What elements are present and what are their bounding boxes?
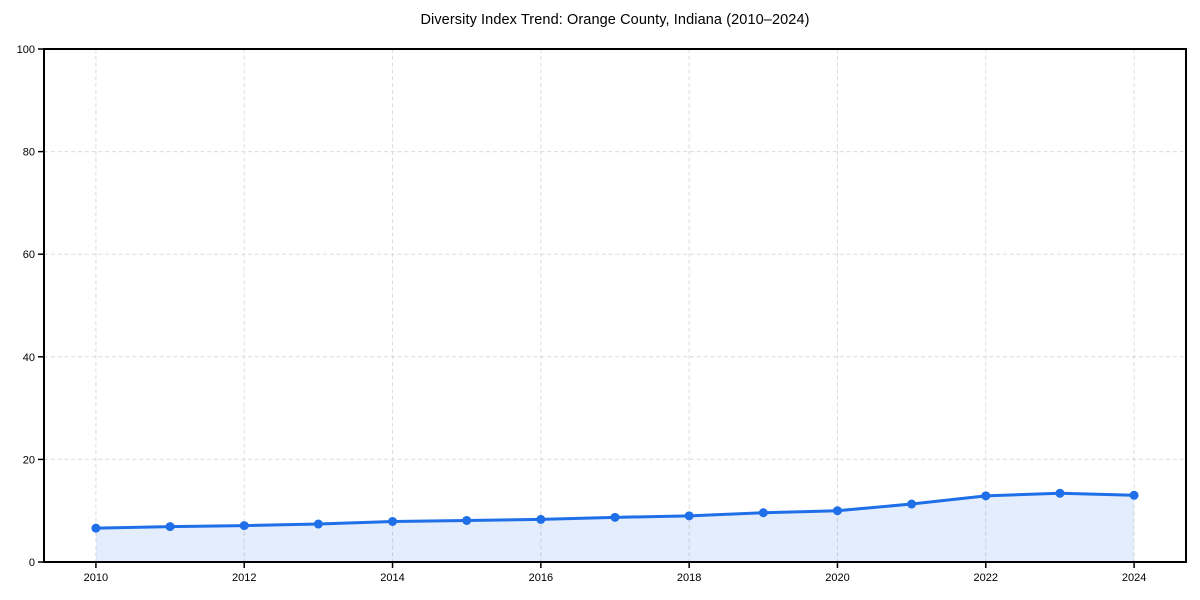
data-point-2016	[536, 514, 546, 524]
data-point-2015	[462, 515, 472, 525]
y-tick-label: 60	[23, 249, 35, 261]
data-point-2020	[832, 506, 842, 516]
y-tick-label: 80	[23, 147, 35, 159]
area-fill	[95, 493, 1135, 562]
data-point-2011	[165, 522, 175, 532]
y-tick-label: 20	[23, 454, 35, 466]
data-point-2021	[907, 499, 917, 509]
data-point-2019	[758, 508, 768, 518]
chart-title: Diversity Index Trend: Orange County, In…	[420, 12, 810, 28]
x-tick-label: 2012	[232, 572, 256, 584]
x-tick-label: 2016	[529, 572, 553, 584]
data-point-2013	[313, 519, 323, 529]
data-point-2023	[1055, 488, 1065, 498]
data-point-2022	[981, 491, 991, 501]
x-tick-label: 2018	[677, 572, 701, 584]
data-point-2017	[610, 512, 620, 522]
data-point-2024	[1129, 490, 1139, 500]
y-tick-label: 40	[23, 352, 35, 364]
y-tick-label: 0	[29, 557, 35, 569]
x-tick-label: 2014	[380, 572, 404, 584]
x-tick-label: 2024	[1122, 572, 1146, 584]
data-point-2018	[684, 511, 694, 521]
data-point-2012	[239, 521, 249, 531]
x-tick-label: 2022	[974, 572, 998, 584]
x-tick-label: 2020	[825, 572, 849, 584]
data-point-2014	[388, 516, 398, 526]
data-point-2010	[91, 523, 101, 533]
x-tick-label: 2010	[84, 572, 108, 584]
y-tick-label: 100	[17, 44, 35, 56]
plot-border	[43, 48, 1187, 563]
